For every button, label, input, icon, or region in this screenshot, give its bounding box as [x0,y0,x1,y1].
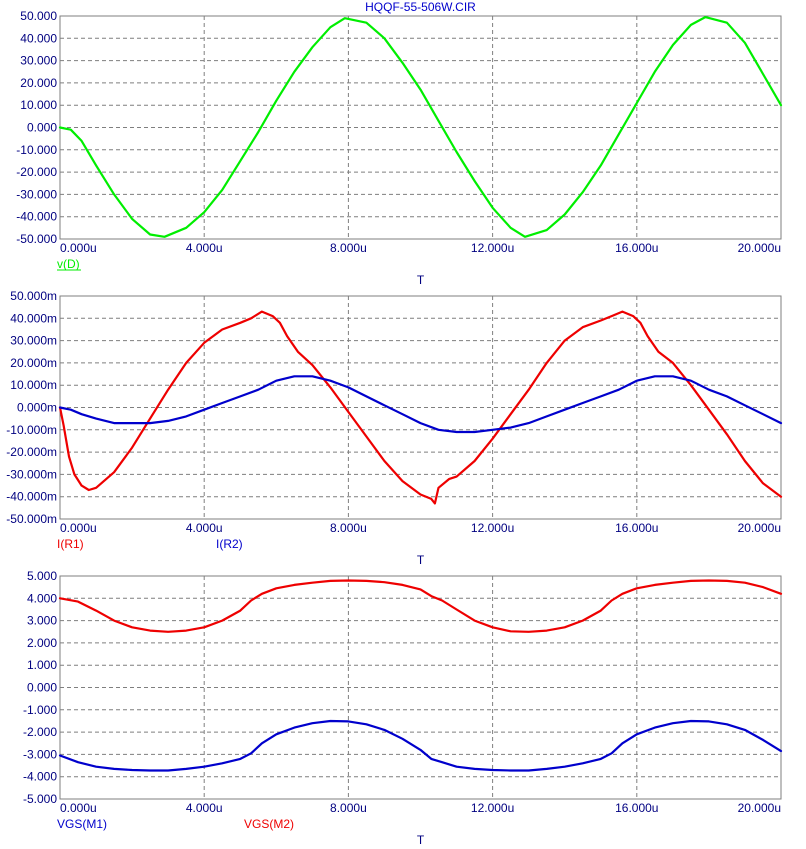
y-tick-label: 10.000 [20,98,57,112]
y-tick-label: 0.000 [27,681,57,695]
x-tick-label: 4.000u [186,521,223,535]
y-tick-label: 20.000m [10,356,57,370]
x-tick-label: 16.000u [615,241,658,255]
x-tick-label: 4.000u [186,241,223,255]
x-tick-label: 0.000u [60,241,97,255]
y-tick-label: 30.000m [10,334,57,348]
y-tick-label: 1.000 [27,658,57,672]
legend-label: VGS(M1) [57,817,107,831]
x-tick-label: 16.000u [615,521,658,535]
series-line-v-d [58,16,783,238]
y-tick-label: 2.000 [27,636,57,650]
y-tick-label: -4.000 [23,770,57,784]
x-tick-label: 20.000u [738,521,781,535]
y-tick-label: -20.000m [6,445,57,459]
y-tick-label: -50.000 [16,232,57,246]
y-tick-label: -10.000 [16,143,57,157]
x-tick-label: 8.000u [330,241,367,255]
x-axis-label: T [417,273,425,287]
chart-panel-1: HQQF-55-506W.CIR 50.000 40.000 30.000 20.000… [16,0,783,287]
x-tick-label: 0.000u [60,521,97,535]
x-tick-label: 4.000u [186,801,223,815]
y-tick-label: -50.000m [6,512,57,526]
chart-panel-2: 50.000m 40.000m 30.000m 20.000m 10.000m 0.000… [6,289,783,567]
chart-panel-3: 5.000 4.000 3.000 2.000 1.000 0.000 -1.000 -2.0… [23,569,783,847]
y-tick-label: 0.000m [17,401,57,415]
series-line-vgs-m1 [58,719,783,772]
y-tick-label: -40.000m [6,490,57,504]
y-tick-label: -1.000 [23,703,57,717]
series-line-i-r2 [58,375,783,434]
y-tick-label: 3.000 [27,614,57,628]
legend-label: v(D) [57,257,80,271]
x-tick-label: 8.000u [330,521,367,535]
y-tick-label: -40.000 [16,210,57,224]
y-tick-label: -30.000m [6,467,57,481]
x-tick-label: 12.000u [471,801,514,815]
x-axis-label: T [417,553,425,567]
y-tick-label: 30.000 [20,54,57,68]
y-tick-label: 4.000 [27,591,57,605]
y-tick-label: 50.000 [20,9,57,23]
y-tick-label: -30.000 [16,187,57,201]
x-tick-label: 20.000u [738,241,781,255]
y-tick-label: -3.000 [23,747,57,761]
y-tick-label: 0.000 [27,121,57,135]
y-tick-label: -20.000 [16,165,57,179]
legend-label: I(R1) [57,537,84,551]
x-tick-label: 12.000u [471,241,514,255]
y-tick-label: 40.000m [10,311,57,325]
y-tick-label: -10.000m [6,423,57,437]
chart-title: HQQF-55-506W.CIR [365,0,476,14]
legend-label: I(R2) [216,537,243,551]
x-tick-label: 12.000u [471,521,514,535]
y-tick-label: 10.000m [10,378,57,392]
y-tick-label: 50.000m [10,289,57,303]
x-tick-label: 0.000u [60,801,97,815]
series-line-vgs-m2 [58,579,783,633]
y-tick-label: 40.000 [20,31,57,45]
x-tick-label: 16.000u [615,801,658,815]
y-tick-label: -5.000 [23,792,57,806]
y-tick-label: -2.000 [23,725,57,739]
plot-frame [59,575,782,800]
y-tick-label: 20.000 [20,76,57,90]
x-tick-label: 8.000u [330,801,367,815]
x-axis-label: T [417,833,425,847]
x-tick-label: 20.000u [738,801,781,815]
legend-label: VGS(M2) [244,817,294,831]
y-tick-label: 5.000 [27,569,57,583]
